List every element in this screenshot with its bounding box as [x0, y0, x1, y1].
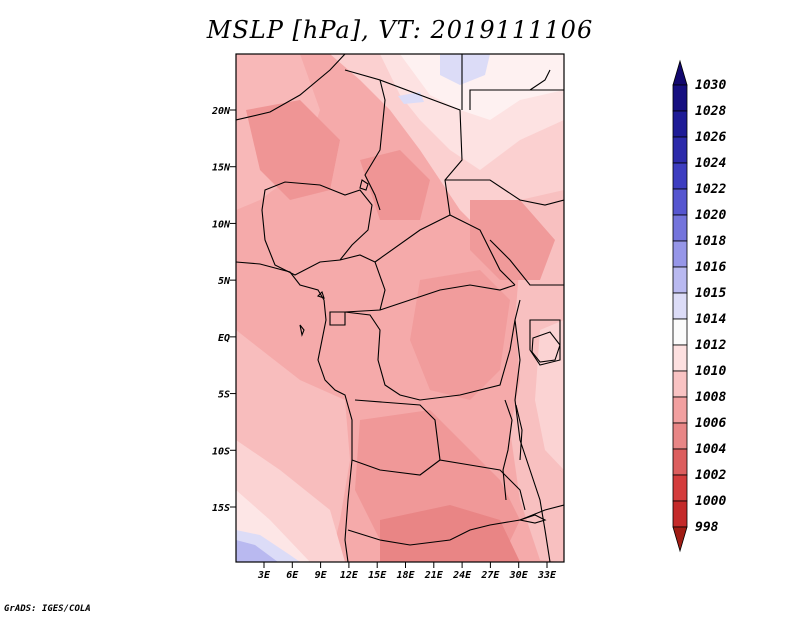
- colorbar-bottom-arrow: [672, 526, 688, 553]
- pressure-field: [236, 54, 564, 562]
- colorbar-label: 1024: [695, 156, 726, 171]
- map-frame: [235, 53, 565, 563]
- colorbar-segment: [672, 344, 688, 372]
- colorbar-segment: [672, 500, 688, 528]
- colorbar-label: 1028: [695, 104, 726, 119]
- colorbar-label: 1010: [695, 364, 726, 379]
- colorbar-label: 1018: [695, 234, 726, 249]
- colorbar-label: 1020: [695, 208, 726, 223]
- colorbar-label: 998: [695, 520, 719, 535]
- grads-credit: GrADS: IGES/COLA: [4, 604, 91, 614]
- lon-tick-label: 33E: [537, 570, 557, 581]
- longitude-axis: 3E 6E 9E 12E 15E 18E 21E 24E 27E 30E 33E: [257, 562, 557, 581]
- map-title: MSLP [hPa], VT: 2019111106: [206, 16, 594, 44]
- lat-tick-label: 5N: [218, 276, 231, 287]
- colorbar-label: 1014: [695, 312, 726, 327]
- lat-tick-label: EQ: [218, 333, 230, 344]
- colorbar-segment: [672, 318, 688, 346]
- colorbar-label: 1006: [695, 416, 726, 431]
- colorbar-segment: [672, 422, 688, 450]
- colorbar-label: 1012: [695, 338, 726, 353]
- colorbar-label: 1008: [695, 390, 726, 405]
- colorbar-segment: [672, 136, 688, 164]
- lon-tick-label: 27E: [480, 570, 500, 581]
- lat-tick-label: 15N: [212, 163, 231, 174]
- lat-tick-label: 10N: [212, 219, 231, 230]
- lon-tick-label: 30E: [509, 570, 529, 581]
- colorbar-segment: [672, 110, 688, 138]
- colorbar-label: 1015: [695, 286, 726, 301]
- colorbar-segment: [672, 240, 688, 268]
- colorbar-label: 1002: [695, 468, 726, 483]
- lat-tick-label: 20N: [211, 106, 231, 117]
- colorbar-segment: [672, 474, 688, 502]
- lon-tick-label: 18E: [396, 570, 415, 581]
- colorbar-segment: [672, 84, 688, 112]
- lon-tick-label: 3E: [257, 570, 271, 581]
- colorbar-segment: [672, 162, 688, 190]
- colorbar-label: 1000: [695, 494, 726, 509]
- lon-tick-label: 21E: [424, 570, 444, 581]
- lon-tick-label: 24E: [452, 570, 472, 581]
- colorbar-label: 1004: [695, 442, 726, 457]
- lon-tick-label: 12E: [340, 570, 359, 581]
- colorbar-segment: [672, 292, 688, 320]
- colorbar-segment: [672, 396, 688, 424]
- colorbar-segment: [672, 188, 688, 216]
- colorbar-label: 1016: [695, 260, 726, 275]
- lon-tick-label: 6E: [286, 570, 299, 581]
- colorbar-segment: [672, 266, 688, 294]
- colorbar: 1030 1028 1026 1024 1022 1020 1018 1016 1015 1014…: [672, 59, 726, 553]
- latitude-axis: 20N 15N 10N 5N EQ 5S 10S 15S: [211, 106, 236, 514]
- lon-tick-label: 15E: [368, 570, 387, 581]
- colorbar-segment: [672, 448, 688, 476]
- colorbar-label: 1022: [695, 182, 726, 197]
- colorbar-segment: [672, 370, 688, 398]
- colorbar-label: 1030: [695, 78, 726, 93]
- colorbar-label: 1026: [695, 130, 726, 145]
- lat-tick-label: 10S: [212, 446, 230, 457]
- country-borders: [236, 54, 564, 562]
- lon-tick-label: 9E: [315, 570, 328, 581]
- colorbar-top-arrow: [672, 59, 688, 86]
- colorbar-segment: [672, 214, 688, 242]
- lat-tick-label: 5S: [218, 390, 230, 401]
- lat-tick-label: 15S: [212, 503, 230, 514]
